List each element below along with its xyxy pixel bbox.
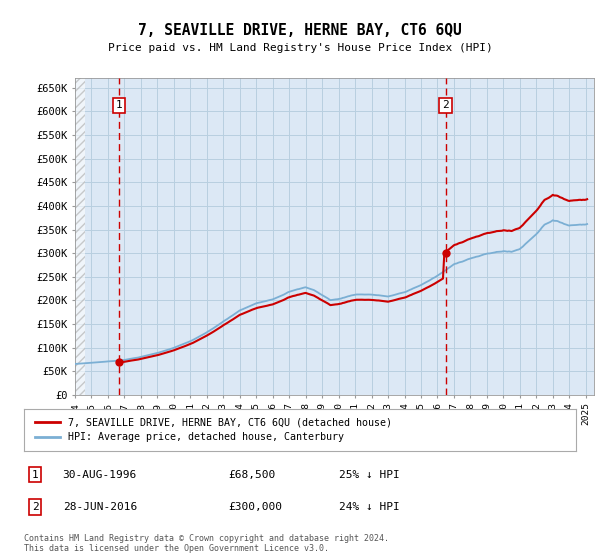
Text: 28-JUN-2016: 28-JUN-2016 [62,502,137,512]
Bar [75,78,85,395]
Text: 30-AUG-1996: 30-AUG-1996 [62,470,137,479]
Text: 2: 2 [442,100,449,110]
Text: 24% ↓ HPI: 24% ↓ HPI [338,502,400,512]
Text: 2: 2 [32,502,38,512]
Text: £300,000: £300,000 [228,502,282,512]
Text: Price paid vs. HM Land Registry's House Price Index (HPI): Price paid vs. HM Land Registry's House … [107,43,493,53]
Text: 25% ↓ HPI: 25% ↓ HPI [338,470,400,479]
Text: Contains HM Land Registry data © Crown copyright and database right 2024.
This d: Contains HM Land Registry data © Crown c… [24,534,389,553]
Legend: 7, SEAVILLE DRIVE, HERNE BAY, CT6 6QU (detached house), HPI: Average price, deta: 7, SEAVILLE DRIVE, HERNE BAY, CT6 6QU (d… [29,411,398,449]
Text: 1: 1 [32,470,38,479]
Text: 7, SEAVILLE DRIVE, HERNE BAY, CT6 6QU: 7, SEAVILLE DRIVE, HERNE BAY, CT6 6QU [138,24,462,38]
Text: £68,500: £68,500 [228,470,275,479]
Text: 1: 1 [115,100,122,110]
